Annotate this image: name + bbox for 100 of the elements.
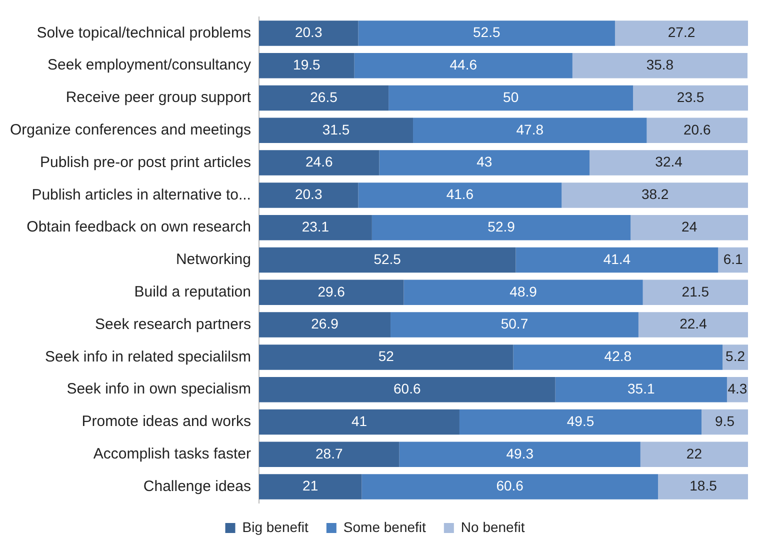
- data-label: 44.6: [450, 56, 478, 72]
- y-tick-label: Seek research partners: [95, 316, 251, 333]
- legend-label: Some benefit: [343, 518, 426, 535]
- data-label: 50.7: [500, 316, 528, 332]
- bar: [258, 20, 358, 46]
- bar: [614, 20, 748, 46]
- data-label: 52.5: [374, 250, 402, 267]
- data-label: 27.2: [668, 24, 696, 40]
- bar: [379, 150, 590, 176]
- data-label: 42.8: [604, 348, 632, 364]
- data-label: 49.3: [506, 445, 534, 462]
- data-label: 31.5: [322, 121, 350, 138]
- y-tick-label: Accomplish tasks faster: [93, 446, 251, 463]
- bar: [638, 312, 748, 338]
- data-label: 23.1: [302, 218, 330, 234]
- data-label: 5.2: [726, 348, 746, 364]
- data-label: 52.5: [472, 24, 500, 40]
- data-label: 6.1: [723, 250, 744, 267]
- data-label: 22: [686, 445, 702, 462]
- y-tick-label: Publish articles in alternative to...: [32, 186, 251, 204]
- data-label: 52: [378, 348, 394, 364]
- bar: [640, 442, 748, 468]
- data-label: 20.3: [294, 24, 322, 40]
- bar: [258, 214, 372, 240]
- data-label: 47.8: [516, 121, 544, 138]
- bar: [399, 442, 640, 468]
- bar: [642, 280, 748, 306]
- bar: [658, 474, 748, 500]
- data-label: 24: [682, 218, 698, 234]
- data-label: 23.5: [676, 88, 704, 105]
- bar: [702, 409, 748, 435]
- bar: [362, 474, 658, 500]
- bar: [413, 118, 647, 144]
- bar: [258, 52, 354, 78]
- bar: [258, 312, 391, 338]
- data-label: 21: [302, 478, 318, 494]
- y-tick-label: Seek info in related specialilsm: [45, 348, 251, 366]
- bar: [404, 280, 643, 306]
- bar: [633, 85, 748, 111]
- bar: [258, 409, 460, 435]
- bar: [258, 118, 414, 144]
- data-label: 24.6: [306, 154, 333, 170]
- y-tick-label: Seek employment/consultancy: [48, 56, 252, 74]
- data-label: 20.6: [684, 121, 711, 138]
- y-tick-label: Publish pre-or post print articles: [40, 154, 251, 171]
- bar: [722, 344, 748, 370]
- bar: [258, 442, 400, 468]
- bar: [590, 150, 748, 176]
- data-label: 18.5: [690, 478, 718, 494]
- bar: [555, 376, 727, 402]
- bar: [358, 20, 615, 46]
- bar: [646, 118, 748, 144]
- y-tick-label: Organize conferences and meetings: [10, 122, 251, 139]
- data-label: 21.5: [682, 283, 710, 300]
- bar: [513, 344, 723, 370]
- data-label: 22.4: [680, 316, 708, 332]
- bar: [718, 247, 748, 273]
- data-label: 41.4: [603, 250, 631, 267]
- bar: [258, 85, 389, 111]
- data-label: 49.5: [566, 412, 594, 429]
- data-label: 20.3: [294, 186, 322, 202]
- bar: [630, 214, 748, 240]
- y-tick-label: Seek info in own specialism: [66, 380, 251, 398]
- bar: [258, 376, 556, 402]
- data-label: 19.5: [293, 56, 320, 72]
- bar: [358, 182, 562, 208]
- data-label: 28.7: [316, 445, 343, 462]
- y-tick-label: Promote ideas and works: [82, 413, 251, 430]
- data-label: 50: [503, 88, 519, 105]
- bar: [258, 247, 516, 273]
- bar: [390, 312, 638, 338]
- data-label: 4.3: [728, 380, 748, 396]
- bar: [572, 52, 748, 78]
- data-label: 43: [476, 154, 492, 170]
- bar: [562, 182, 748, 208]
- y-tick-label: Solve topical/technical problems: [36, 24, 251, 42]
- bar: [459, 409, 702, 435]
- data-label: 38.2: [641, 186, 669, 202]
- data-label: 26.5: [310, 88, 338, 105]
- bar: [258, 150, 380, 176]
- bar: [258, 344, 514, 370]
- data-label: 41: [351, 412, 368, 429]
- y-tick-label: Obtain feedback on own research: [26, 218, 251, 236]
- bar: [516, 247, 718, 273]
- data-label: 41.6: [446, 186, 474, 202]
- y-tick-label: Challenge ideas: [143, 478, 251, 495]
- data-label: 29.6: [318, 283, 346, 300]
- legend-label: Big benefit: [242, 518, 309, 535]
- bar: [354, 52, 572, 78]
- data-label: 60.6: [394, 380, 421, 396]
- y-tick-label: Receive peer group support: [66, 89, 252, 106]
- bar: [258, 182, 358, 208]
- data-label: 32.4: [655, 154, 683, 170]
- data-label: 52.9: [488, 218, 516, 234]
- bar: [372, 214, 631, 240]
- data-label: 26.9: [311, 316, 339, 332]
- legend-label: No benefit: [460, 518, 525, 535]
- data-label: 48.9: [510, 283, 538, 300]
- bar: [258, 474, 362, 500]
- bar: [388, 85, 634, 111]
